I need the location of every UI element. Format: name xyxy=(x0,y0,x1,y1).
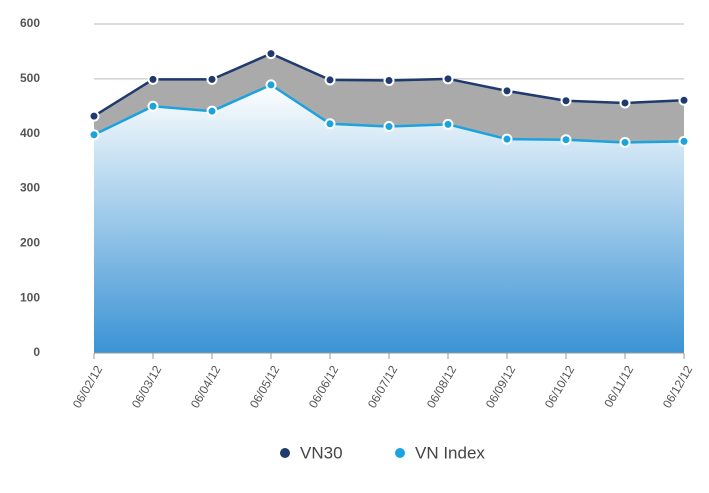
x-tick-label: 06/06/12 xyxy=(306,363,342,411)
x-tick-label: 06/05/12 xyxy=(247,363,283,411)
point xyxy=(442,73,454,85)
point xyxy=(501,133,513,145)
y-tick-label: 600 xyxy=(20,16,40,30)
legend-label: VN30 xyxy=(300,443,343,462)
point xyxy=(383,74,395,86)
y-tick-label: 200 xyxy=(20,236,40,250)
y-tick-label: 100 xyxy=(20,290,40,304)
point xyxy=(88,129,100,141)
point xyxy=(265,48,277,60)
point xyxy=(265,79,277,91)
x-tick-label: 06/10/12 xyxy=(542,363,578,411)
y-tick-label: 500 xyxy=(20,71,40,85)
y-tick-label: 0 xyxy=(33,345,40,359)
x-tick-label: 06/03/12 xyxy=(129,363,165,411)
point xyxy=(324,118,336,130)
x-tick-label: 06/08/12 xyxy=(424,363,460,411)
x-tick-label: 06/11/12 xyxy=(601,363,636,410)
point xyxy=(619,97,631,109)
x-tick-label: 06/04/12 xyxy=(188,363,224,411)
point xyxy=(147,73,159,85)
point xyxy=(383,121,395,133)
point xyxy=(206,105,218,117)
legend-marker xyxy=(280,448,290,458)
point xyxy=(206,73,218,85)
point xyxy=(501,85,513,97)
point xyxy=(324,74,336,86)
y-tick-label: 300 xyxy=(20,181,40,195)
point xyxy=(442,118,454,130)
point xyxy=(560,134,572,146)
x-tick-label: 06/09/12 xyxy=(483,363,519,411)
area-fill xyxy=(94,84,684,354)
point xyxy=(88,110,100,122)
x-tick-label: 06/12/12 xyxy=(660,363,696,411)
point xyxy=(678,94,690,106)
y-tick-label: 400 xyxy=(20,126,40,140)
legend-label: VN Index xyxy=(415,443,485,462)
point xyxy=(678,135,690,147)
x-tick-label: 06/07/12 xyxy=(365,363,401,411)
legend-marker xyxy=(395,448,405,458)
x-tick-label: 06/02/12 xyxy=(70,363,106,411)
point xyxy=(147,100,159,112)
point xyxy=(619,136,631,148)
point xyxy=(560,95,572,107)
